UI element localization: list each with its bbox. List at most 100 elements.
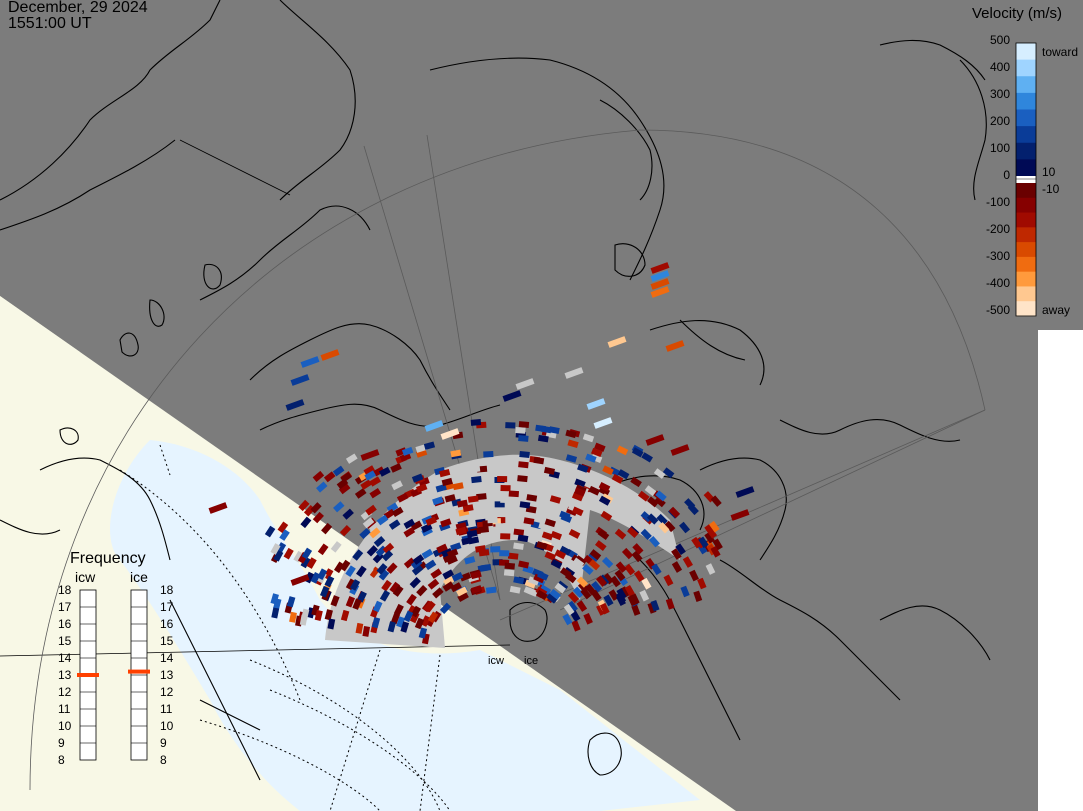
velocity-cell [390,612,400,625]
velocity-cell [523,517,535,525]
velocity-cell [464,556,476,565]
velocity-cell [503,569,515,577]
colorbar-tick-label: -400 [985,276,1010,290]
velocity-cell [450,542,462,552]
velocity-cell [650,262,670,274]
velocity-cell [324,575,335,588]
velocity-cell [554,582,567,594]
velocity-cell [409,577,421,589]
velocity-cell [396,492,409,503]
velocity-cell [319,585,330,598]
colorbar-tick-label: -200 [985,222,1010,236]
velocity-cell [588,485,601,496]
velocity-cell [345,596,356,608]
velocity-cell [602,465,614,476]
velocity-cell [544,518,556,528]
velocity-cell [647,513,659,525]
velocity-cell [441,547,453,558]
velocity-cell [632,543,644,555]
frequency-tick-label: 14 [160,651,174,665]
velocity-cell [572,506,584,517]
velocity-cell [705,563,716,575]
velocity-cell [450,449,462,458]
velocity-cell [439,468,451,478]
velocity-cell [373,536,386,548]
colorbar-segment [1016,242,1036,258]
velocity-cell [653,468,666,479]
velocity-cell [391,480,403,491]
velocity-cell [487,516,498,524]
velocity-cell [271,607,280,619]
velocity-cell [369,487,382,499]
velocity-cell [432,587,444,599]
velocity-cell [539,584,552,595]
velocity-cell [671,548,682,560]
velocity-cell [504,455,516,463]
velocity-cell [568,528,581,539]
velocity-cell [597,529,610,540]
velocity-cell [390,463,402,473]
velocity-cell [583,612,593,625]
velocity-cell [446,555,458,565]
velocity-cell [518,421,530,428]
velocity-cell [386,502,399,513]
velocity-cell [616,591,627,604]
velocity-cell [376,563,388,575]
velocity-cell [536,589,548,601]
velocity-cell [523,586,536,596]
velocity-cell [698,536,709,549]
velocity-cell [312,511,324,524]
velocity-cell [383,508,396,520]
velocity-cell [330,595,340,607]
velocity-cell [518,560,530,569]
velocity-cell [576,576,589,588]
velocity-cell [585,453,597,463]
colorbar-tick-label: -300 [985,249,1010,263]
velocity-cell [658,522,670,534]
frequency-tick-label: 18 [160,583,174,597]
velocity-cell [459,494,471,503]
velocity-cell [369,527,381,539]
colorbar-segment [1016,76,1036,94]
velocity-cell [373,466,385,477]
velocity-cell [392,585,404,597]
coastlines [0,0,991,781]
colorbar-segment [1016,126,1036,144]
colorbar-segment [1016,212,1036,228]
velocity-cell [543,466,555,475]
velocity-cell [504,562,516,570]
velocity-cell [352,549,364,561]
velocity-cell [333,561,345,574]
velocity-cell [403,518,416,529]
frequency-tick-label: 10 [160,719,174,733]
velocity-cell [387,621,396,633]
velocity-cell [588,559,601,571]
velocity-cell [576,600,588,612]
velocity-cell [639,589,650,602]
velocity-cell [693,590,703,602]
velocity-cell [513,576,525,585]
velocity-cell [345,565,356,578]
velocity-cell [675,543,686,556]
velocity-cell [273,550,284,562]
velocity-cell [664,520,676,533]
velocity-cell [519,450,530,458]
velocity-cell [495,523,506,530]
velocity-cell [365,504,377,516]
frequency-radar-a: icw [75,569,96,585]
velocity-cell [434,530,447,540]
velocity-cell [360,479,372,490]
velocity-cell [708,520,720,533]
velocity-cell [270,543,281,555]
velocity-cell [381,579,392,592]
velocity-cell [616,445,629,456]
velocity-cell [712,538,723,551]
velocity-cell [420,615,431,627]
velocity-cell [633,570,645,582]
velocity-cell [682,556,693,568]
velocity-cells [208,262,755,645]
velocity-cell [497,475,508,483]
velocity-cell [290,374,310,386]
velocity-cell [491,463,502,470]
frequency-tick-label: 8 [58,753,65,767]
